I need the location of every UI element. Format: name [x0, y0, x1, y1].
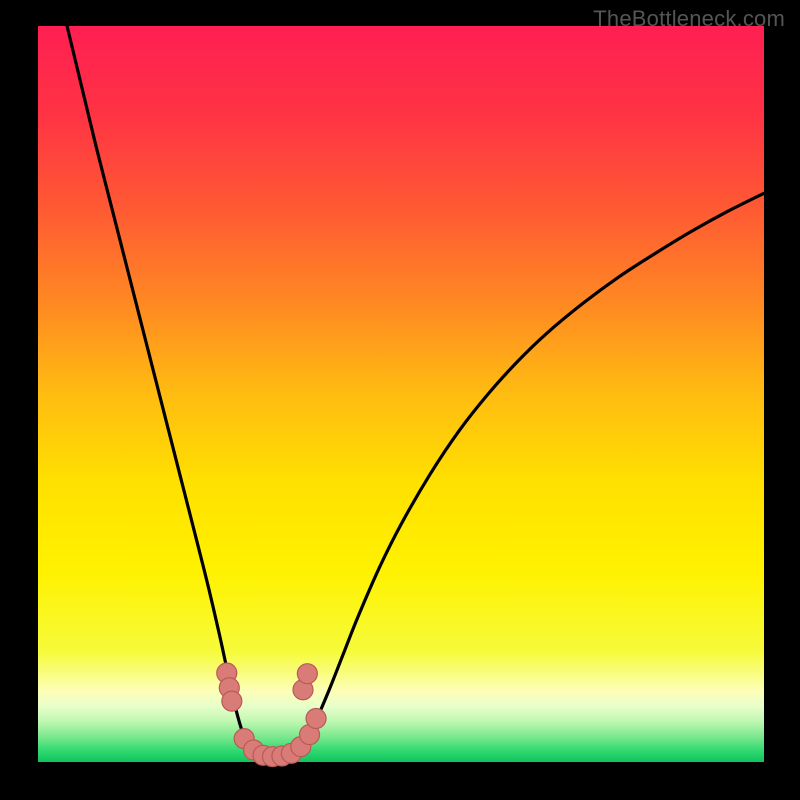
watermark-text: TheBottleneck.com [593, 6, 785, 32]
marker-dot [297, 664, 317, 684]
marker-dot [306, 709, 326, 729]
plot-svg [0, 0, 800, 800]
gradient-background [38, 26, 764, 762]
marker-dot [222, 691, 242, 711]
